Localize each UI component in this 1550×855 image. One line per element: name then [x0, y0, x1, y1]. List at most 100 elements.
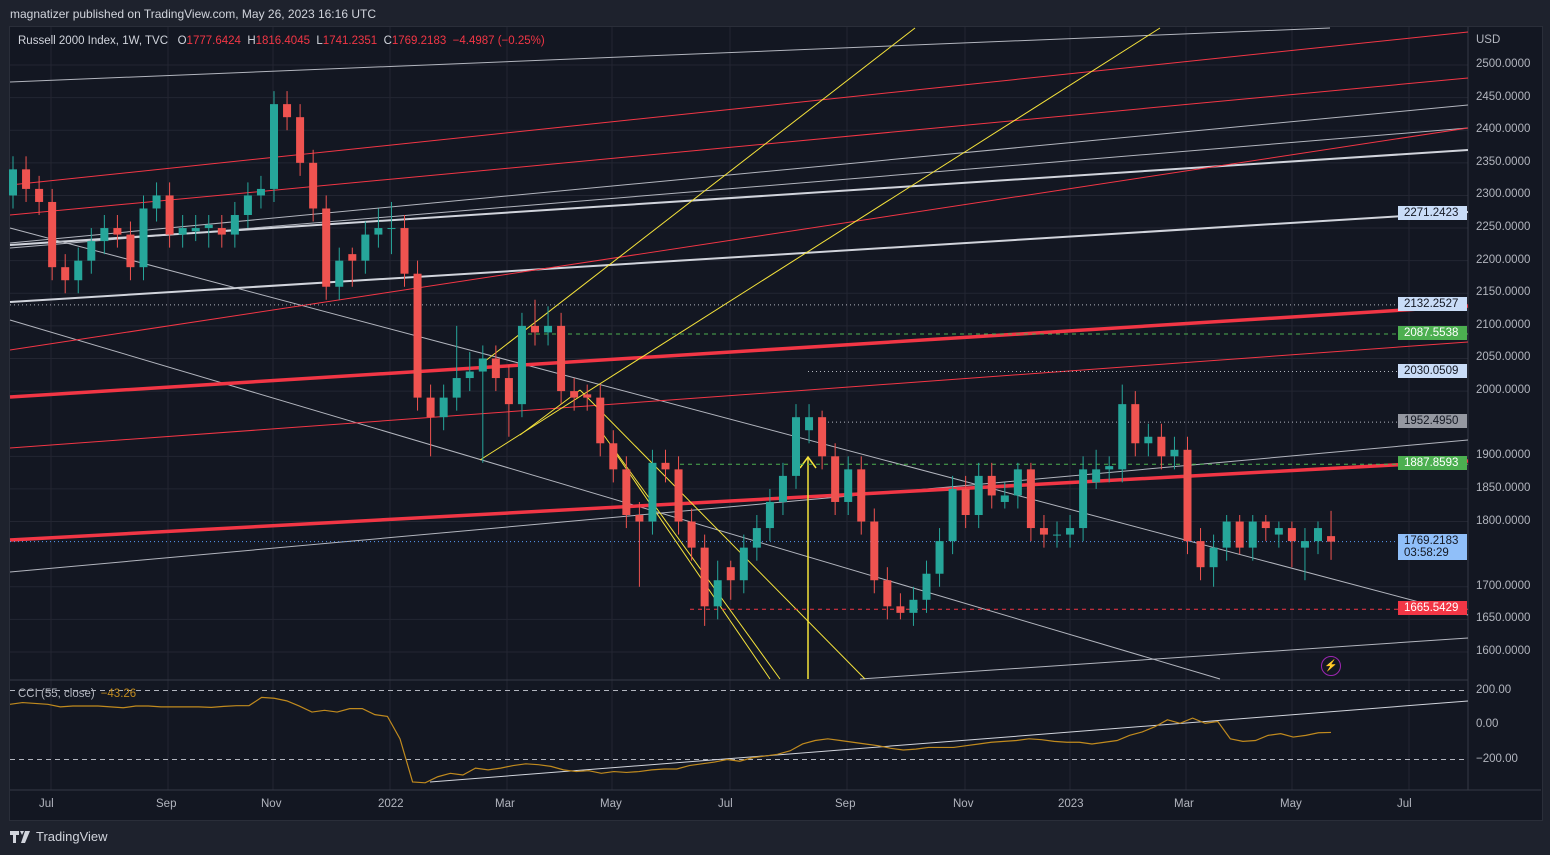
- candle[interactable]: [1183, 436, 1192, 555]
- candle[interactable]: [1118, 384, 1127, 483]
- candle[interactable]: [844, 456, 853, 516]
- candle[interactable]: [374, 208, 383, 248]
- candle[interactable]: [309, 149, 318, 222]
- candle[interactable]: [726, 560, 735, 600]
- candle[interactable]: [1300, 528, 1309, 581]
- candle[interactable]: [1248, 515, 1257, 561]
- candle[interactable]: [1170, 436, 1179, 470]
- candle[interactable]: [1235, 515, 1244, 555]
- candle[interactable]: [935, 528, 944, 587]
- candle[interactable]: [9, 156, 17, 209]
- candle[interactable]: [778, 462, 787, 516]
- candle[interactable]: [87, 228, 96, 274]
- candle[interactable]: [596, 384, 605, 457]
- candle[interactable]: [1105, 456, 1114, 483]
- candle[interactable]: [61, 254, 70, 294]
- candle[interactable]: [478, 345, 487, 463]
- candle[interactable]: [230, 201, 239, 248]
- candle[interactable]: [74, 247, 83, 294]
- candle[interactable]: [1287, 521, 1296, 568]
- candle[interactable]: [700, 534, 709, 626]
- candle[interactable]: [126, 221, 135, 281]
- candle[interactable]: [283, 91, 292, 131]
- candle[interactable]: [504, 365, 513, 437]
- candle[interactable]: [987, 462, 996, 509]
- candle[interactable]: [1222, 515, 1231, 561]
- candle[interactable]: [243, 182, 252, 229]
- candle[interactable]: [609, 430, 618, 483]
- candle[interactable]: [1013, 462, 1022, 509]
- candle[interactable]: [805, 404, 814, 444]
- candle[interactable]: [831, 443, 840, 516]
- candle[interactable]: [961, 475, 970, 529]
- candle[interactable]: [857, 456, 866, 535]
- candle[interactable]: [348, 247, 357, 287]
- candle[interactable]: [583, 384, 592, 411]
- candle[interactable]: [544, 306, 553, 346]
- candle[interactable]: [1314, 521, 1322, 555]
- candle[interactable]: [1026, 462, 1035, 542]
- candle[interactable]: [361, 221, 370, 274]
- candle[interactable]: [1131, 391, 1140, 457]
- lightning-icon[interactable]: ⚡: [1321, 656, 1341, 676]
- candle[interactable]: [1079, 456, 1088, 542]
- candle[interactable]: [909, 586, 918, 626]
- candle[interactable]: [622, 456, 631, 529]
- candle[interactable]: [948, 475, 957, 555]
- candle[interactable]: [100, 215, 109, 255]
- candle[interactable]: [1000, 482, 1009, 509]
- candle[interactable]: [22, 156, 31, 202]
- candle[interactable]: [635, 501, 644, 587]
- candle[interactable]: [870, 508, 879, 594]
- candle[interactable]: [1261, 515, 1270, 542]
- candle[interactable]: [48, 188, 57, 281]
- candle[interactable]: [335, 247, 344, 300]
- candle[interactable]: [792, 404, 800, 489]
- candle[interactable]: [1157, 423, 1166, 470]
- candle[interactable]: [439, 384, 448, 431]
- candle[interactable]: [452, 325, 461, 411]
- candle[interactable]: [687, 508, 696, 561]
- candle[interactable]: [322, 195, 331, 300]
- candle[interactable]: [661, 449, 670, 483]
- candle[interactable]: [1039, 515, 1048, 548]
- candle[interactable]: [178, 215, 187, 248]
- candle[interactable]: [531, 299, 539, 346]
- candle[interactable]: [191, 215, 200, 242]
- candle[interactable]: [491, 345, 500, 392]
- candle[interactable]: [922, 560, 931, 613]
- candle[interactable]: [1066, 515, 1075, 548]
- candle[interactable]: [818, 410, 827, 470]
- candle[interactable]: [1196, 528, 1205, 581]
- candle[interactable]: [465, 351, 474, 392]
- candle[interactable]: [739, 534, 748, 594]
- candle[interactable]: [204, 215, 213, 248]
- candle[interactable]: [557, 312, 566, 405]
- candle[interactable]: [413, 260, 422, 411]
- candle[interactable]: [152, 182, 161, 222]
- candle[interactable]: [674, 456, 683, 535]
- candle[interactable]: [1053, 521, 1061, 548]
- candle[interactable]: [296, 104, 305, 176]
- candle[interactable]: [165, 182, 174, 248]
- candle[interactable]: [883, 567, 892, 620]
- candle[interactable]: [387, 201, 396, 255]
- candle[interactable]: [426, 384, 435, 457]
- candle[interactable]: [217, 215, 226, 248]
- candle[interactable]: [270, 91, 278, 202]
- candle[interactable]: [1327, 510, 1336, 560]
- candle[interactable]: [113, 215, 122, 248]
- candle[interactable]: [139, 195, 148, 281]
- candle[interactable]: [1274, 521, 1283, 548]
- candle[interactable]: [400, 215, 409, 287]
- candle[interactable]: [752, 515, 761, 561]
- candle[interactable]: [713, 560, 722, 620]
- candle[interactable]: [35, 175, 44, 216]
- candle[interactable]: [765, 488, 774, 542]
- candle[interactable]: [648, 449, 657, 535]
- candle[interactable]: [256, 175, 265, 209]
- candle[interactable]: [974, 462, 983, 529]
- candle[interactable]: [1144, 423, 1153, 457]
- candle[interactable]: [517, 312, 526, 418]
